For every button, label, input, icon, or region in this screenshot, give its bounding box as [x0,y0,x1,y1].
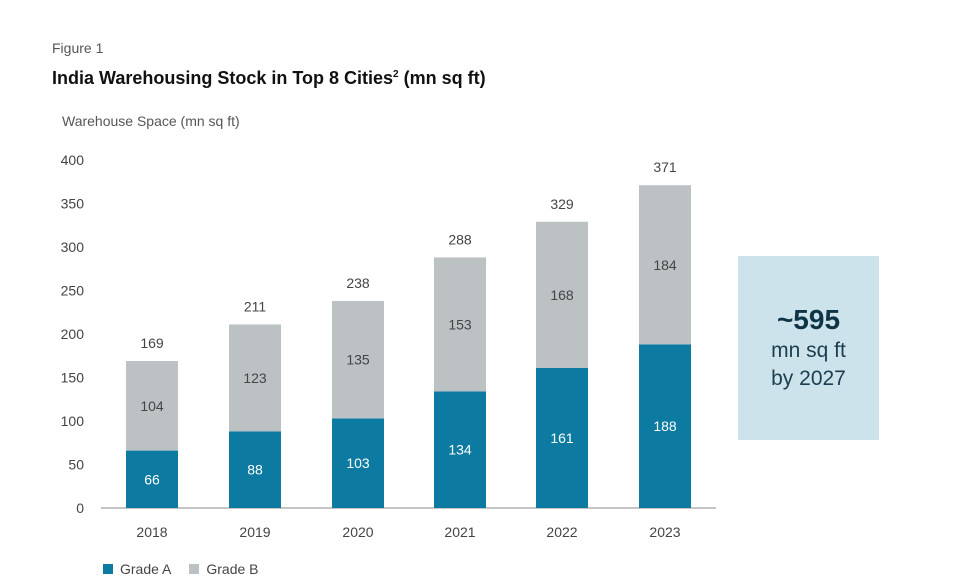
y-tick-label: 200 [61,326,85,342]
title-footnote-ref: 2 [393,69,399,80]
bar-grade-a-2022 [536,367,588,508]
bar-grade-b-2021 [434,257,486,392]
data-label-grade-b: 168 [550,287,574,303]
bar-grade-b-2019 [229,324,281,432]
y-tick-label: 250 [61,283,85,299]
data-label-total: 288 [448,231,472,247]
data-label-grade-b: 104 [140,398,164,414]
callout-unit: mn sq ft [771,339,846,362]
forecast-callout: ~595 mn sq ft by 2027 [738,256,879,440]
data-label-grade-b: 135 [346,352,370,368]
legend-item-grade-b: Grade B [189,561,259,577]
x-tick-label: 2018 [136,524,167,540]
bar-grade-a-2020 [332,418,384,508]
data-label-total: 238 [346,275,370,291]
bar-grade-a-2018 [126,450,178,508]
data-label-grade-a: 188 [653,418,677,434]
legend-swatch-grade-a [103,564,113,574]
legend-label-grade-a: Grade A [120,561,172,577]
bar-grade-b-2022 [536,221,588,368]
y-tick-label: 400 [61,152,85,168]
data-label-total: 169 [140,335,164,351]
bar-grade-a-2019 [229,431,281,508]
bar-grade-b-2018 [126,360,178,451]
data-label-grade-b: 153 [448,316,472,332]
callout-timeframe: by 2027 [771,367,846,390]
y-axis-label: Warehouse Space (mn sq ft) [62,113,240,129]
chart-title-text: India Warehousing Stock in Top 8 Cities [52,68,394,88]
x-tick-label: 2021 [444,524,475,540]
chart-title: India Warehousing Stock in Top 8 Cities2… [52,68,486,89]
data-label-grade-b: 184 [653,257,677,273]
data-label-total: 371 [653,159,677,175]
figure-label: Figure 1 [52,40,104,56]
callout-value: ~595 [776,304,841,335]
legend-label-grade-b: Grade B [206,561,259,577]
data-label-grade-a: 161 [550,430,574,446]
bar-grade-b-2023 [639,185,691,345]
data-label-total: 329 [550,196,574,212]
x-tick-label: 2019 [239,524,270,540]
x-tick-label: 2023 [649,524,680,540]
y-tick-label: 100 [61,413,85,429]
y-tick-label: 150 [61,370,85,386]
data-label-grade-a: 134 [448,442,472,458]
legend-swatch-grade-b [189,564,200,574]
chart-legend: Grade A Grade B [103,561,277,577]
y-tick-label: 50 [68,457,84,473]
legend-item-grade-a: Grade A [103,561,171,577]
y-tick-label: 350 [61,196,85,212]
bar-grade-b-2020 [332,300,384,419]
data-label-grade-a: 88 [247,462,263,478]
data-label-grade-b: 123 [243,370,267,386]
data-label-grade-a: 66 [144,471,160,487]
chart-title-unit: (mn sq ft) [398,68,486,88]
x-tick-label: 2020 [342,524,373,540]
y-tick-label: 300 [61,239,85,255]
bar-grade-a-2023 [639,344,691,508]
data-label-total: 211 [244,298,267,314]
bar-grade-a-2021 [434,391,486,508]
y-tick-label: 0 [76,500,84,516]
x-tick-label: 2022 [546,524,577,540]
data-label-grade-a: 103 [346,455,370,471]
